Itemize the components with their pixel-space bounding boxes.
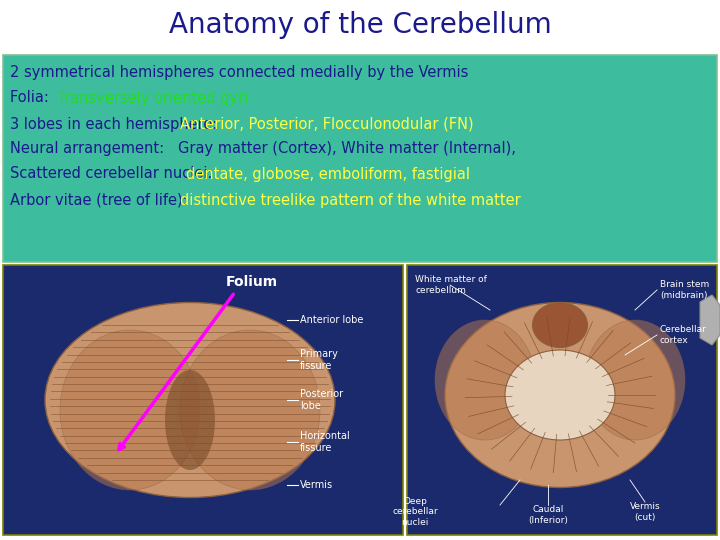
Ellipse shape bbox=[180, 330, 320, 490]
Text: dentate, globose, emboliform, fastigial: dentate, globose, emboliform, fastigial bbox=[186, 166, 469, 181]
Text: Transversely oriented gyri: Transversely oriented gyri bbox=[57, 91, 248, 105]
Text: Vermis
(cut): Vermis (cut) bbox=[630, 502, 660, 522]
Text: Neural arrangement:   Gray matter (Cortex), White matter (Internal),: Neural arrangement: Gray matter (Cortex)… bbox=[10, 140, 516, 156]
Text: Caudal
(Inferior): Caudal (Inferior) bbox=[528, 505, 568, 525]
Text: Primary
fissure: Primary fissure bbox=[300, 349, 338, 371]
FancyBboxPatch shape bbox=[3, 55, 717, 262]
Text: Deep
cerebellar
nuclei: Deep cerebellar nuclei bbox=[392, 497, 438, 527]
Ellipse shape bbox=[533, 302, 588, 348]
Text: Anatomy of the Cerebellum: Anatomy of the Cerebellum bbox=[168, 11, 552, 39]
Text: distinctive treelike pattern of the white matter: distinctive treelike pattern of the whit… bbox=[180, 192, 521, 207]
Text: White matter of
cerebellum: White matter of cerebellum bbox=[415, 275, 487, 295]
Text: Posterior
lobe: Posterior lobe bbox=[300, 389, 343, 411]
Ellipse shape bbox=[585, 320, 685, 440]
Text: 2 symmetrical hemispheres connected medially by the Vermis: 2 symmetrical hemispheres connected medi… bbox=[10, 64, 469, 79]
Polygon shape bbox=[700, 295, 720, 345]
Text: Folium: Folium bbox=[226, 275, 278, 289]
Text: Anterior, Posterior, Flocculonodular (FN): Anterior, Posterior, Flocculonodular (FN… bbox=[180, 117, 473, 132]
Ellipse shape bbox=[435, 320, 535, 440]
Ellipse shape bbox=[445, 302, 675, 488]
FancyBboxPatch shape bbox=[407, 265, 717, 535]
Ellipse shape bbox=[505, 350, 615, 440]
Text: Brain stem
(midbrain): Brain stem (midbrain) bbox=[660, 280, 709, 300]
Text: Anterior lobe: Anterior lobe bbox=[300, 315, 364, 325]
Text: Vermis: Vermis bbox=[300, 480, 333, 490]
Text: Scattered cerebellar nuclei:: Scattered cerebellar nuclei: bbox=[10, 166, 222, 181]
Ellipse shape bbox=[165, 370, 215, 470]
Text: 3 lobes in each hemisphere:: 3 lobes in each hemisphere: bbox=[10, 117, 227, 132]
Text: Cerebellar
cortex: Cerebellar cortex bbox=[660, 325, 707, 345]
FancyBboxPatch shape bbox=[3, 265, 403, 535]
Ellipse shape bbox=[60, 330, 200, 490]
Text: Folia:: Folia: bbox=[10, 91, 58, 105]
Ellipse shape bbox=[45, 302, 335, 497]
Text: Horizontal
fissure: Horizontal fissure bbox=[300, 431, 350, 453]
Text: Arbor vitae (tree of life):: Arbor vitae (tree of life): bbox=[10, 192, 197, 207]
